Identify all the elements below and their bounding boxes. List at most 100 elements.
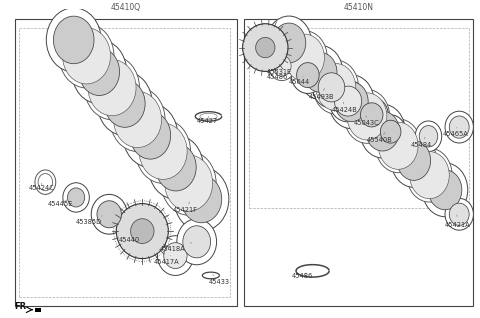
Ellipse shape <box>62 28 110 84</box>
Ellipse shape <box>344 89 390 143</box>
Ellipse shape <box>285 34 324 81</box>
Text: 45493B: 45493B <box>309 88 334 100</box>
Ellipse shape <box>123 103 178 168</box>
Ellipse shape <box>391 134 436 187</box>
Ellipse shape <box>177 219 216 265</box>
Text: 45043C: 45043C <box>354 116 380 126</box>
Ellipse shape <box>415 121 442 152</box>
Ellipse shape <box>360 104 405 158</box>
Ellipse shape <box>38 174 53 191</box>
Ellipse shape <box>422 163 468 217</box>
Ellipse shape <box>445 111 473 143</box>
Ellipse shape <box>397 141 431 180</box>
Text: 45433: 45433 <box>208 274 229 285</box>
Ellipse shape <box>266 16 312 70</box>
Text: 45421F: 45421F <box>173 202 198 213</box>
Text: 45465A: 45465A <box>443 128 468 137</box>
Text: 45531E: 45531E <box>267 69 292 75</box>
Text: 45421A: 45421A <box>445 215 471 228</box>
Ellipse shape <box>63 183 89 212</box>
Ellipse shape <box>110 87 165 152</box>
Ellipse shape <box>130 112 171 159</box>
Ellipse shape <box>375 115 406 149</box>
Ellipse shape <box>335 82 368 121</box>
Text: 45385D: 45385D <box>76 216 102 225</box>
Ellipse shape <box>312 66 350 108</box>
Ellipse shape <box>105 80 145 127</box>
Ellipse shape <box>164 243 187 268</box>
Text: 45486: 45486 <box>267 67 288 80</box>
Ellipse shape <box>136 119 191 183</box>
Text: 45424B: 45424B <box>332 102 357 113</box>
Ellipse shape <box>273 56 291 76</box>
Ellipse shape <box>380 120 401 143</box>
Ellipse shape <box>313 60 359 114</box>
Text: 45418A: 45418A <box>159 243 192 252</box>
Ellipse shape <box>355 97 388 133</box>
Ellipse shape <box>272 23 306 63</box>
Ellipse shape <box>183 226 211 258</box>
Text: 45445E: 45445E <box>48 200 73 207</box>
Ellipse shape <box>91 194 127 234</box>
Ellipse shape <box>68 188 84 207</box>
Ellipse shape <box>256 38 275 58</box>
Ellipse shape <box>131 219 154 244</box>
Ellipse shape <box>347 93 387 140</box>
Ellipse shape <box>139 123 187 179</box>
Ellipse shape <box>97 201 121 228</box>
Ellipse shape <box>242 24 288 72</box>
Ellipse shape <box>174 167 229 231</box>
Bar <box>14 18 237 306</box>
Ellipse shape <box>156 143 196 191</box>
Text: 45410Q: 45410Q <box>111 3 141 12</box>
Text: 45644: 45644 <box>289 76 310 85</box>
Bar <box>249 28 468 208</box>
Ellipse shape <box>46 8 101 72</box>
Ellipse shape <box>84 56 140 120</box>
Text: 45417A: 45417A <box>154 256 180 265</box>
Ellipse shape <box>161 151 216 215</box>
Ellipse shape <box>449 116 469 138</box>
Text: 45424C: 45424C <box>29 183 55 191</box>
Ellipse shape <box>318 73 345 102</box>
Ellipse shape <box>165 155 213 211</box>
Ellipse shape <box>378 122 418 169</box>
Ellipse shape <box>445 198 473 230</box>
Ellipse shape <box>428 170 462 210</box>
Bar <box>19 28 230 297</box>
Ellipse shape <box>303 52 337 92</box>
Ellipse shape <box>53 16 94 64</box>
Ellipse shape <box>329 75 374 128</box>
Ellipse shape <box>282 31 327 85</box>
Ellipse shape <box>360 103 383 127</box>
Text: 45540B: 45540B <box>367 133 393 143</box>
Ellipse shape <box>157 236 193 275</box>
Ellipse shape <box>72 40 127 104</box>
Ellipse shape <box>366 111 399 151</box>
Ellipse shape <box>59 24 114 88</box>
Ellipse shape <box>375 119 421 173</box>
Ellipse shape <box>181 175 222 223</box>
Ellipse shape <box>114 91 162 148</box>
Ellipse shape <box>291 57 324 93</box>
Text: 45410N: 45410N <box>344 3 374 12</box>
Ellipse shape <box>35 170 56 194</box>
Ellipse shape <box>269 51 295 80</box>
Text: 45440: 45440 <box>119 237 140 243</box>
Ellipse shape <box>97 72 152 136</box>
Ellipse shape <box>297 63 319 87</box>
Text: FR: FR <box>14 302 27 311</box>
Text: 45427: 45427 <box>197 116 218 124</box>
Ellipse shape <box>116 204 168 259</box>
Ellipse shape <box>449 203 469 225</box>
Ellipse shape <box>329 80 367 122</box>
Text: 45484: 45484 <box>410 137 432 148</box>
Ellipse shape <box>88 59 136 116</box>
Text: 45486: 45486 <box>291 273 312 279</box>
Ellipse shape <box>409 152 449 199</box>
Ellipse shape <box>419 126 438 147</box>
Bar <box>244 18 473 306</box>
Ellipse shape <box>148 135 204 199</box>
Ellipse shape <box>316 64 356 111</box>
Ellipse shape <box>79 48 120 95</box>
